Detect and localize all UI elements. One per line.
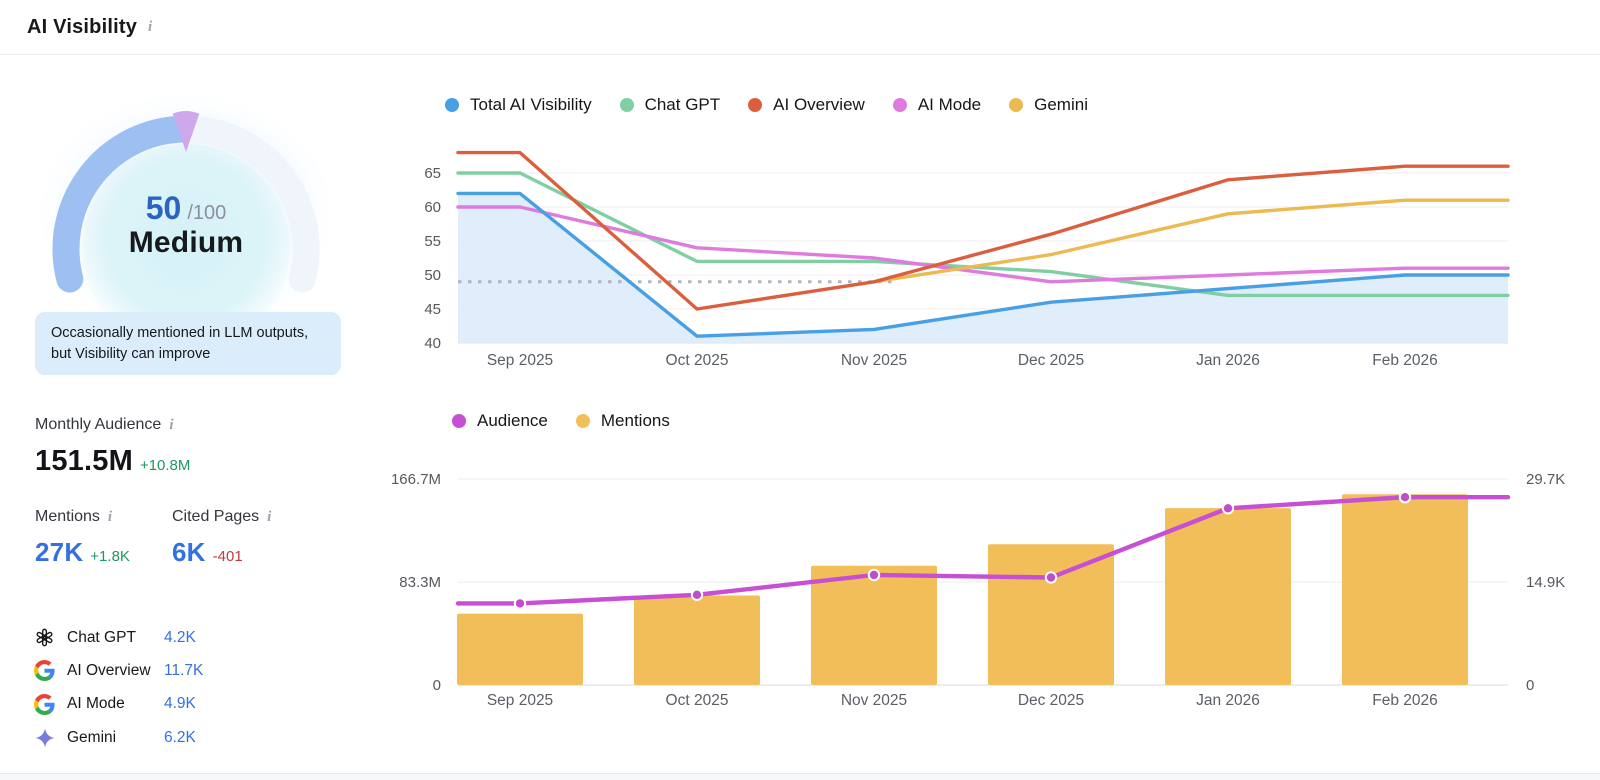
legend-dot: [452, 414, 466, 428]
audience-mentions-chart[interactable]: 0 83.3M 166.7M 0 14.9K 29.7K Sep 2025 Oct 2025 N…: [390, 448, 1600, 720]
platform-name: AI Overview: [67, 661, 151, 679]
svg-text:Nov 2025: Nov 2025: [841, 352, 907, 369]
legend-label: Audience: [477, 411, 548, 430]
legend-label: Gemini: [1034, 95, 1088, 114]
legend-label: Chat GPT: [644, 95, 721, 114]
legend-item-chat-gpt[interactable]: Chat GPT: [619, 95, 721, 115]
visibility-gauge: 50 /100 Medium: [30, 86, 342, 378]
svg-text:Feb 2026: Feb 2026: [1372, 692, 1438, 709]
platform-mentions-value[interactable]: 4.9K: [164, 695, 196, 713]
gauge-pointer: [172, 110, 200, 152]
cited-pages-stat: Cited Pages i 6K -401: [172, 508, 271, 568]
svg-text:Nov 2025: Nov 2025: [841, 692, 907, 709]
svg-text:Sep 2025: Sep 2025: [487, 352, 553, 369]
svg-text:Dec 2025: Dec 2025: [1018, 352, 1084, 369]
svg-text:Jan 2026: Jan 2026: [1196, 692, 1260, 709]
platform-mentions-value[interactable]: 6.2K: [164, 728, 196, 746]
gauge-score-line: 50 /100: [30, 190, 342, 227]
svg-text:Jan 2026: Jan 2026: [1196, 352, 1260, 369]
monthly-audience-label: Monthly Audience: [35, 416, 162, 433]
info-icon[interactable]: i: [107, 508, 113, 525]
gauge-arc: [52, 110, 320, 352]
svg-text:14.9K: 14.9K: [1526, 574, 1565, 591]
monthly-audience-stat: Monthly Audience i 151.5M +10.8M: [35, 416, 190, 478]
platform-row-ai-mode: AI Mode 4.9K: [34, 691, 264, 718]
svg-text:166.7M: 166.7M: [391, 471, 441, 488]
platform-mentions-value[interactable]: 11.7K: [164, 661, 204, 679]
svg-text:83.3M: 83.3M: [399, 574, 441, 591]
monthly-audience-value: 151.5M: [35, 445, 133, 477]
svg-text:45: 45: [424, 301, 441, 318]
audience-mentions-legend: Audience Mentions: [452, 408, 670, 434]
cited-pages-delta: -401: [212, 548, 243, 565]
svg-text:65: 65: [424, 165, 441, 182]
legend-label: AI Mode: [917, 95, 982, 114]
svg-text:0: 0: [1526, 677, 1534, 694]
legend-label: Total AI Visibility: [470, 95, 592, 114]
platform-name: Chat GPT: [67, 628, 136, 646]
legend-dot: [445, 98, 459, 112]
page-header: AI Visibility i: [0, 0, 1600, 55]
legend-dot: [892, 98, 907, 112]
mentions-label: Mentions: [35, 508, 100, 525]
legend-item-ai-mode[interactable]: AI Mode: [892, 95, 982, 115]
legend-item-gemini[interactable]: Gemini: [1009, 95, 1088, 115]
bottom-divider: [0, 773, 1600, 780]
platform-name: Gemini: [67, 728, 117, 746]
legend-label: AI Overview: [773, 95, 865, 114]
platform-mentions-list: Chat GPT 4.2K AI Overview 11.7K AI Mode 4.9K G…: [34, 624, 264, 758]
cited-pages-label: Cited Pages: [172, 508, 260, 525]
chatgpt-icon: [34, 627, 55, 648]
gauge-fill: [52, 115, 194, 293]
legend-item-total-ai-visibility[interactable]: Total AI Visibility: [445, 95, 592, 115]
gauge-rating: Medium: [128, 226, 244, 259]
gauge-score: 50: [145, 190, 182, 226]
svg-text:0: 0: [433, 677, 441, 694]
mentions-value[interactable]: 27K: [35, 537, 84, 567]
platform-mentions-value[interactable]: 4.2K: [164, 628, 196, 646]
svg-text:Oct 2025: Oct 2025: [666, 692, 729, 709]
gauge-score-max: /100: [187, 202, 227, 224]
page-title: AI Visibility: [27, 15, 138, 38]
legend-item-audience[interactable]: Audience: [452, 411, 548, 431]
legend-dot: [575, 414, 590, 428]
legend-dot: [1009, 98, 1024, 112]
mentions-delta: +1.8K: [90, 548, 130, 565]
legend-dot: [748, 98, 763, 112]
svg-text:55: 55: [424, 233, 441, 250]
google-icon: [34, 660, 55, 682]
platform-row-ai-overview: AI Overview 11.7K: [34, 657, 264, 684]
info-icon[interactable]: i: [148, 18, 153, 35]
svg-text:Feb 2026: Feb 2026: [1372, 352, 1438, 369]
monthly-audience-delta: +10.8M: [139, 457, 191, 474]
visibility-chart-legend: Total AI Visibility Chat GPT AI Overview AI…: [445, 92, 1088, 118]
svg-text:Sep 2025: Sep 2025: [487, 692, 553, 709]
ai-visibility-chart[interactable]: 40 45 50 55 60 65 Sep 2025 Oct 2025 Nov 2025 Dec …: [390, 138, 1540, 380]
svg-text:60: 60: [424, 199, 441, 216]
legend-dot: [619, 98, 634, 112]
legend-item-mentions[interactable]: Mentions: [575, 411, 670, 431]
platform-row-gemini: Gemini 6.2K: [34, 724, 264, 751]
info-icon[interactable]: i: [169, 416, 174, 433]
mentions-stat: Mentions i 27K +1.8K: [35, 508, 130, 568]
svg-text:40: 40: [424, 335, 441, 352]
legend-item-ai-overview[interactable]: AI Overview: [748, 95, 865, 115]
cited-pages-value[interactable]: 6K: [172, 537, 206, 567]
platform-row-chat-gpt: Chat GPT 4.2K: [34, 624, 264, 651]
gauge-glow: [82, 144, 290, 352]
platform-name: AI Mode: [67, 695, 125, 713]
info-icon[interactable]: i: [267, 508, 272, 525]
gauge-description: Occasionally mentioned in LLM outputs, b…: [35, 312, 341, 376]
gemini-icon: [34, 727, 55, 748]
svg-text:Oct 2025: Oct 2025: [666, 352, 729, 369]
svg-text:29.7K: 29.7K: [1526, 471, 1565, 488]
svg-text:50: 50: [424, 267, 441, 284]
legend-label: Mentions: [600, 411, 670, 430]
svg-text:Dec 2025: Dec 2025: [1018, 692, 1084, 709]
google-icon: [34, 693, 55, 715]
